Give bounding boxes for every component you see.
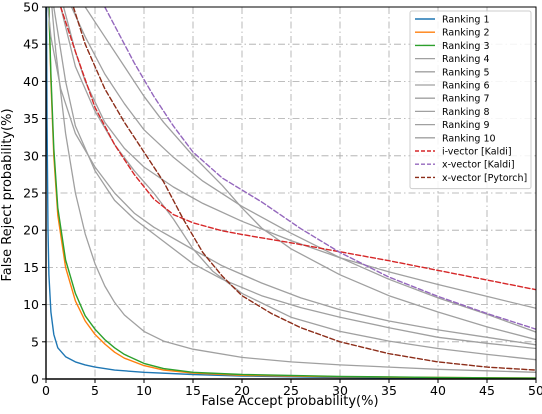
legend-label: Ranking 7 [442,94,490,105]
legend-label: Ranking 6 [442,81,490,92]
x-tick-label: 35 [381,383,397,398]
y-axis-label: False Reject probability(%) [0,108,15,281]
x-tick-label: 10 [136,383,152,398]
series-line-9 [53,7,536,350]
y-tick-label: 35 [23,111,39,126]
legend-label: Ranking 3 [442,41,490,52]
legend-box [409,10,532,190]
y-tick-label: 45 [23,37,39,52]
y-tick-label: 25 [23,186,39,201]
x-tick-label: 25 [283,383,299,398]
series-line-8 [60,7,536,361]
y-tick-label: 10 [23,297,39,312]
series-line-3 [48,7,536,379]
x-tick-label: 0 [42,383,50,398]
legend: Ranking 1 Ranking 2 Ranking 3 Ranking 4 Rank… [409,10,532,190]
series-line-5 [62,7,536,309]
legend-label: Ranking 2 [442,28,490,39]
legend-label: x-vector [Kaldi] [442,160,515,171]
series-line-13 [72,7,536,371]
x-tick-label: 5 [91,383,99,398]
legend-label: Ranking 5 [442,67,490,78]
y-tick-label: 15 [23,260,39,275]
series-line-11 [60,7,536,291]
legend-label: Ranking 4 [442,54,490,65]
legend-label: Ranking 1 [442,15,490,26]
series-line-7 [84,7,536,341]
x-tick-label: 30 [332,383,348,398]
x-tick-label: 20 [234,383,250,398]
y-tick-label: 40 [23,74,39,89]
x-tick-label: 15 [185,383,201,398]
legend-label: x-vector [Pytorch] [442,173,527,184]
y-tick-label: 20 [23,223,39,238]
series-line-6 [70,7,536,333]
legend-label: i-vector [Kaldi] [442,147,512,158]
series-line-4 [51,7,536,373]
y-tick-label: 50 [23,0,39,15]
x-tick-label: 50 [528,383,542,398]
y-tick-label: 30 [23,148,39,163]
y-tick-label: 0 [31,372,39,387]
axes: 0 5 10 15 20 25 30 35 40 45 50 0 5 10 15 20 25 30 35 40 45 50 [23,0,542,398]
x-tick-label: 40 [430,383,446,398]
x-axis-label: False Accept probability(%) [201,394,378,409]
legend-label: Ranking 9 [442,120,490,131]
series-line-12 [104,7,536,330]
x-tick-label: 45 [479,383,495,398]
legend-label: Ranking 10 [442,133,496,144]
series-line-10 [47,7,536,346]
legend-label: Ranking 8 [442,107,490,118]
series-lines [46,7,536,379]
y-tick-label: 5 [31,334,39,349]
